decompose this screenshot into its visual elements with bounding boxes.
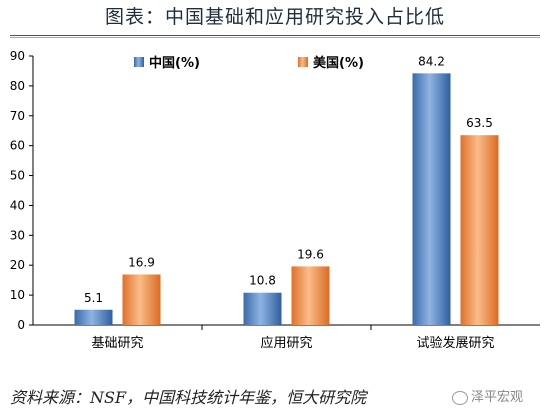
y-tick-label: 60 [10,139,25,153]
x-tick-label: 基础研究 [91,336,143,351]
data-label: 10.8 [249,274,276,288]
bar-usa [122,274,161,325]
data-label: 84.2 [418,54,445,68]
y-tick-label: 20 [10,258,25,272]
x-tick-label: 试验发展研究 [416,335,494,351]
bar-china [74,309,113,325]
y-tick-label: 40 [10,198,25,212]
source-note: 资料来源：NSF，中国科技统计年鉴，恒大研究院 [10,388,367,407]
y-tick-label: 90 [10,49,25,63]
data-label: 16.9 [128,255,155,269]
title-rule-secondary [10,37,540,38]
bar-china [412,73,451,325]
bar-china [243,292,282,325]
y-tick-label: 70 [10,109,25,123]
wechat-icon [452,390,468,405]
y-tick-label: 80 [10,79,25,93]
legend-swatch [298,57,308,67]
watermark-text: 泽平宏观 [471,390,524,405]
data-label: 5.1 [84,291,103,305]
bar-usa [460,135,499,325]
legend-label: 中国(%) [149,55,200,71]
data-label: 63.5 [466,116,493,130]
bar-usa [291,266,330,325]
watermark: 泽平宏观 [452,386,523,405]
x-tick-label: 应用研究 [260,335,312,351]
y-tick-label: 10 [10,288,25,302]
chart-title: 图表：中国基础和应用研究投入占比低 [104,6,445,28]
y-tick-label: 0 [17,318,25,332]
y-tick-label: 30 [10,228,25,242]
data-label: 19.6 [297,247,324,261]
title-rule [10,35,540,36]
legend-swatch [134,57,144,67]
legend-label: 美国(%) [313,55,364,71]
y-tick-label: 50 [10,169,25,183]
